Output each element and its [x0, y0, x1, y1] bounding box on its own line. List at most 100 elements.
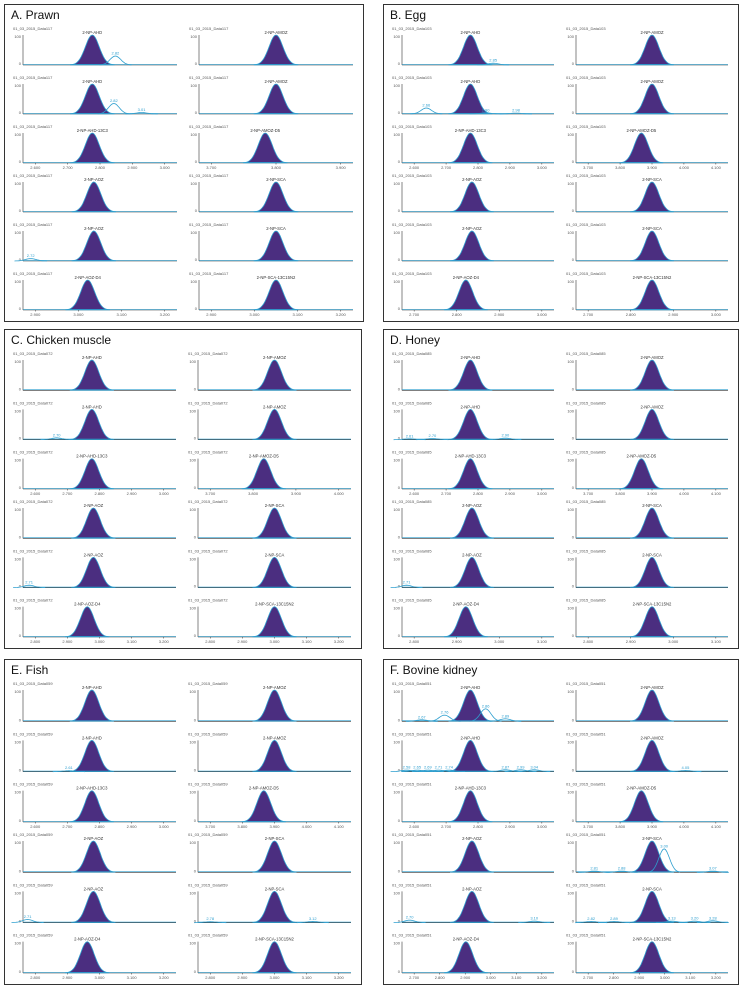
- x-tick-label: 2.900: [30, 312, 41, 317]
- peak-label: 2-NP-SCA: [265, 503, 285, 508]
- x-tick-label: 3.200: [711, 975, 722, 980]
- chart-panel-4: D. Honey 01_03_2015_Data085 100 0 2-NP-AHD 01…: [383, 329, 739, 649]
- trace-header: 01_03_2015_Data117: [13, 26, 53, 31]
- x-tick-label: 4.100: [711, 491, 722, 496]
- minor-peak-label: 2.72: [27, 253, 36, 258]
- x-tick-label: 2.800: [473, 165, 484, 170]
- chromatogram-trace: 01_03_2015_Data072 100 0 2-NP-AHD: [13, 351, 176, 391]
- trace-header: 01_03_2015_Data072: [188, 499, 228, 504]
- x-tick-label: 3.700: [206, 165, 217, 170]
- minor-peak-label: 2.74: [445, 765, 454, 770]
- x-tick-label: 3.900: [647, 824, 658, 829]
- chromatogram-trace: 01_03_2015_Data072 100 0 2-NP-AHD 2.70: [13, 400, 176, 441]
- peak-label: 2-NP-AMOZ-D5: [249, 454, 279, 459]
- x-tick-label: 3.100: [685, 975, 696, 980]
- trace-header: 01_03_2015_Data117: [189, 75, 229, 80]
- x-tick-label: 3.000: [94, 975, 105, 980]
- y-max-label: 100: [567, 359, 574, 364]
- chromatogram-trace: 01_03_2015_Data072 100 0 2-NP-AOZ 2.71: [13, 548, 176, 589]
- chromatogram-trace: 01_03_2015_Data051 100 0 2-NP-AOZ-D4 2.700 2.…: [392, 933, 554, 980]
- trace-header: 01_03_2015_Data103: [392, 173, 432, 178]
- analyte-peak: [252, 408, 297, 440]
- peak-label: 2-NP-AOZ-D4: [453, 937, 480, 942]
- y-zero-label: 0: [398, 969, 401, 974]
- analyte-peak: [448, 34, 493, 66]
- peak-label: 2-NP-SCA-13C15N2: [255, 602, 294, 607]
- peak-label: 2-NP-AHD-13C3: [76, 454, 108, 459]
- analyte-peak: [448, 739, 493, 772]
- chromatogram-trace: 01_03_2015_Data085 100 0 2-NP-AHD-13C3 2.600…: [392, 450, 554, 496]
- y-zero-label: 0: [195, 61, 198, 66]
- analyte-peak: [252, 890, 297, 923]
- x-tick-label: 4.000: [679, 491, 690, 496]
- trace-header: 01_03_2015_Data072: [13, 548, 53, 553]
- y-zero-label: 0: [398, 633, 401, 638]
- y-zero-label: 0: [194, 969, 197, 974]
- x-tick-label: 2.800: [30, 975, 41, 980]
- peak-label: 2-NP-SCA: [265, 836, 285, 841]
- minor-peak: [518, 769, 551, 772]
- chromatogram-trace: 01_03_2015_Data103 100 0 2-NP-SCA: [566, 222, 728, 262]
- x-tick-label: 4.000: [302, 824, 313, 829]
- analyte-peak: [69, 408, 114, 440]
- panel-title: B. Egg: [390, 8, 427, 22]
- x-tick-label: 2.800: [409, 639, 420, 644]
- trace-header: 01_03_2015_Data085: [566, 400, 606, 405]
- chromatogram-trace: 01_03_2015_Data059 100 0 2-NP-AHD-13C3 2.600…: [13, 782, 176, 829]
- trace-header: 01_03_2015_Data072: [13, 450, 53, 455]
- chromatogram-trace: 01_03_2015_Data103 100 0 2-NP-AMOZ: [566, 75, 728, 115]
- analyte-peak: [630, 34, 674, 66]
- y-max-label: 100: [393, 132, 400, 137]
- minor-peak-label: 2.78: [206, 916, 215, 921]
- peak-label: 2-NP-SCA: [642, 177, 662, 182]
- y-max-label: 100: [393, 34, 400, 39]
- y-max-label: 100: [14, 83, 21, 88]
- chromatogram-trace: 01_03_2015_Data085 100 0 2-NP-SCA: [566, 499, 728, 539]
- x-tick-label: 4.100: [334, 824, 345, 829]
- x-tick-label: 2.900: [62, 975, 73, 980]
- chromatogram-trace: 01_03_2015_Data059 100 0 2-NP-AOZ-D4 2.800 2.…: [13, 933, 176, 980]
- trace-header: 01_03_2015_Data103: [392, 222, 432, 227]
- peak-label: 2-NP-AHD-13C3: [455, 454, 487, 459]
- trace-header: 01_03_2015_Data059: [13, 933, 53, 938]
- minor-peak-label: 3.12: [309, 916, 318, 921]
- y-max-label: 100: [567, 739, 574, 744]
- chromatogram-trace: 01_03_2015_Data117 100 0 2-NP-SCA: [189, 173, 353, 213]
- minor-peak: [578, 870, 611, 873]
- trace-header: 01_03_2015_Data072: [188, 400, 228, 405]
- analyte-peak: [241, 458, 286, 490]
- y-zero-label: 0: [572, 306, 575, 311]
- y-max-label: 100: [189, 840, 196, 845]
- chromatogram-trace: 01_03_2015_Data072 100 0 2-NP-SCA-13C15N2 2.…: [188, 598, 351, 644]
- analyte-peak: [252, 556, 297, 588]
- trace-header: 01_03_2015_Data059: [13, 681, 53, 686]
- y-zero-label: 0: [398, 436, 401, 441]
- minor-peak-label: 2.82: [110, 98, 119, 103]
- trace-header: 01_03_2015_Data085: [392, 598, 432, 603]
- analyte-peak: [619, 132, 664, 164]
- peak-label: 2-NP-AMOZ: [640, 355, 663, 360]
- peak-label: 2-NP-SCA-13C15N2: [633, 602, 672, 607]
- minor-peak: [52, 770, 86, 773]
- minor-peak: [393, 919, 426, 923]
- analyte-peak: [252, 739, 297, 772]
- y-max-label: 100: [567, 689, 574, 694]
- minor-peak-label: 3.04: [530, 764, 539, 769]
- trace-header: 01_03_2015_Data085: [392, 548, 432, 553]
- x-tick-label: 2.900: [452, 639, 463, 644]
- minor-peak-label: 2.87: [501, 764, 510, 769]
- minor-peak: [597, 920, 631, 924]
- y-zero-label: 0: [572, 159, 575, 164]
- peak-label: 2-NP-AHD: [82, 404, 102, 409]
- x-tick-label: 2.900: [460, 975, 471, 980]
- x-tick-label: 3.000: [537, 312, 548, 317]
- y-max-label: 100: [567, 840, 574, 845]
- x-tick-label: 2.700: [409, 975, 420, 980]
- x-tick-label: 2.800: [626, 312, 637, 317]
- panel-title: C. Chicken muscle: [11, 333, 112, 347]
- trace-header: 01_03_2015_Data072: [13, 598, 53, 603]
- chromatogram-trace: 01_03_2015_Data085 100 0 2-NP-AHD 2.61 2.70 2.…: [392, 400, 554, 441]
- minor-peak: [669, 769, 702, 773]
- x-tick-label: 2.800: [205, 639, 216, 644]
